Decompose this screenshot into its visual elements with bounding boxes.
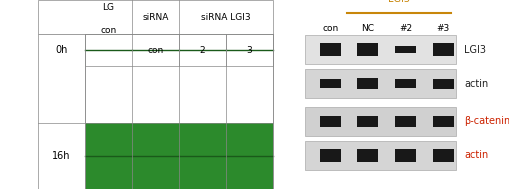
FancyBboxPatch shape	[394, 46, 415, 53]
Text: 2: 2	[199, 46, 205, 55]
Text: LG: LG	[102, 3, 115, 12]
Text: LGI3: LGI3	[387, 0, 409, 4]
FancyBboxPatch shape	[432, 116, 453, 127]
FancyBboxPatch shape	[304, 35, 455, 64]
Text: actin: actin	[463, 79, 487, 89]
FancyBboxPatch shape	[85, 123, 132, 189]
FancyBboxPatch shape	[319, 43, 340, 56]
FancyBboxPatch shape	[319, 116, 340, 127]
FancyBboxPatch shape	[132, 34, 179, 66]
Text: siRNA: siRNA	[142, 12, 168, 22]
FancyBboxPatch shape	[319, 79, 340, 88]
FancyBboxPatch shape	[357, 78, 378, 89]
Text: #2: #2	[398, 24, 411, 33]
FancyBboxPatch shape	[304, 69, 455, 98]
FancyBboxPatch shape	[357, 116, 378, 127]
FancyBboxPatch shape	[357, 43, 378, 56]
FancyBboxPatch shape	[357, 149, 378, 162]
FancyBboxPatch shape	[132, 123, 179, 189]
FancyBboxPatch shape	[319, 149, 340, 162]
FancyBboxPatch shape	[179, 123, 225, 189]
FancyBboxPatch shape	[38, 0, 272, 34]
Text: #3: #3	[436, 24, 449, 33]
FancyBboxPatch shape	[432, 149, 453, 162]
Text: NC: NC	[360, 24, 374, 33]
FancyBboxPatch shape	[394, 116, 415, 127]
Text: con: con	[321, 24, 337, 33]
FancyBboxPatch shape	[304, 141, 455, 170]
FancyBboxPatch shape	[394, 149, 415, 162]
Text: 0h: 0h	[55, 45, 68, 55]
FancyBboxPatch shape	[432, 79, 453, 89]
Text: con: con	[147, 46, 163, 55]
FancyBboxPatch shape	[225, 123, 272, 189]
FancyBboxPatch shape	[225, 34, 272, 66]
Text: actin: actin	[463, 150, 487, 160]
Text: 3: 3	[246, 46, 251, 55]
Text: con: con	[100, 26, 117, 35]
Text: LGI3: LGI3	[463, 45, 485, 55]
FancyBboxPatch shape	[394, 79, 415, 88]
FancyBboxPatch shape	[304, 107, 455, 136]
FancyBboxPatch shape	[432, 43, 453, 56]
FancyBboxPatch shape	[85, 34, 272, 66]
Text: 16h: 16h	[52, 151, 71, 161]
Text: β-catenin: β-catenin	[463, 116, 509, 126]
Text: siRNA LGI3: siRNA LGI3	[201, 12, 250, 22]
FancyBboxPatch shape	[38, 34, 85, 189]
FancyBboxPatch shape	[179, 34, 225, 66]
FancyBboxPatch shape	[85, 34, 132, 66]
